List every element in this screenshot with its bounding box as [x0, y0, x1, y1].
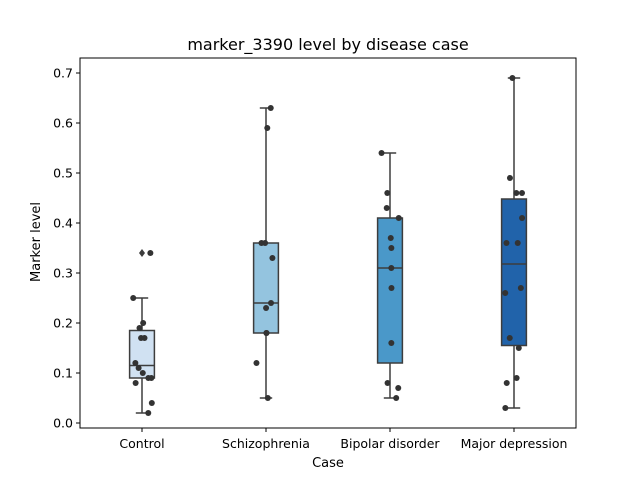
y-tick-label: 0.4 [53, 216, 73, 231]
data-point [140, 320, 147, 326]
data-point [519, 215, 526, 221]
y-tick-label: 0.2 [53, 316, 73, 331]
y-tick-label: 0.6 [53, 116, 73, 131]
data-point [506, 175, 513, 181]
data-point [269, 255, 276, 261]
x-tick-label: Bipolar disorder [340, 436, 440, 451]
outlier-marker [139, 249, 145, 257]
data-point [268, 300, 275, 306]
data-point [395, 385, 402, 391]
y-tick-label: 0.0 [53, 416, 73, 431]
data-point [515, 345, 522, 351]
data-point [387, 235, 394, 241]
x-tick-label: Major depression [461, 436, 568, 451]
data-point [514, 240, 521, 246]
chart-title: marker_3390 level by disease case [187, 35, 468, 55]
data-point [141, 335, 148, 341]
data-point [502, 405, 509, 411]
data-point [506, 335, 513, 341]
y-tick-label: 0.3 [53, 266, 73, 281]
data-point [264, 395, 271, 401]
x-axis-label: Case [312, 456, 344, 471]
data-point [132, 360, 139, 366]
data-point [517, 285, 524, 291]
data-point [258, 240, 265, 246]
data-point [132, 380, 139, 386]
data-point [136, 325, 143, 331]
data-point [378, 150, 385, 156]
data-point [503, 380, 510, 386]
y-tick-label: 0.1 [53, 366, 73, 381]
y-axis-label: Marker level [29, 202, 44, 282]
data-point [513, 375, 520, 381]
data-point [513, 190, 520, 196]
data-point [502, 290, 509, 296]
y-tick-label: 0.5 [53, 166, 73, 181]
data-point [384, 380, 391, 386]
x-tick-label: Schizophrenia [222, 436, 310, 451]
data-point [263, 330, 270, 336]
data-point [388, 245, 395, 251]
x-tick-label: Control [119, 436, 164, 451]
data-point [264, 125, 271, 131]
data-point [130, 295, 137, 301]
data-point [393, 395, 400, 401]
data-point [388, 265, 395, 271]
data-point [145, 410, 152, 416]
box-0 [128, 329, 156, 379]
data-point [148, 400, 155, 406]
y-tick-label: 0.7 [53, 66, 73, 81]
data-point [253, 360, 260, 366]
data-point [263, 305, 270, 311]
data-point [145, 375, 152, 381]
data-point [135, 365, 142, 371]
data-point [267, 105, 274, 111]
data-point [395, 215, 402, 221]
plot-area: 0.0 0.1 0.2 0.3 0.4 0.5 0.6 0.7 Control Schizophr… [53, 57, 577, 451]
data-point [503, 240, 510, 246]
data-point [383, 205, 390, 211]
axes-frame [79, 57, 577, 429]
data-point [509, 75, 516, 81]
data-point [519, 190, 526, 196]
data-point [388, 340, 395, 346]
data-point [147, 250, 154, 256]
data-point [384, 190, 391, 196]
data-point [388, 285, 395, 291]
box-3 [500, 198, 528, 347]
data-point [139, 370, 146, 376]
